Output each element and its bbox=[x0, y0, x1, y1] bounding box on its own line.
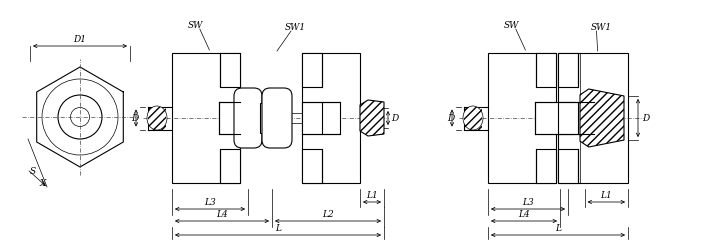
Text: L2: L2 bbox=[322, 210, 334, 219]
Bar bbox=[536, 149, 556, 183]
Text: D: D bbox=[131, 113, 138, 122]
Bar bbox=[302, 102, 340, 134]
Bar bbox=[535, 102, 574, 134]
Text: L4: L4 bbox=[518, 210, 530, 219]
Bar bbox=[302, 53, 322, 87]
Text: L3: L3 bbox=[522, 198, 534, 207]
Bar bbox=[488, 53, 556, 183]
Polygon shape bbox=[580, 89, 624, 147]
FancyBboxPatch shape bbox=[262, 88, 292, 148]
FancyBboxPatch shape bbox=[234, 88, 262, 148]
Bar bbox=[260, 103, 266, 133]
Bar bbox=[302, 149, 322, 183]
Bar bbox=[220, 149, 240, 183]
Text: D: D bbox=[642, 113, 649, 122]
Text: SW: SW bbox=[188, 21, 204, 29]
Bar bbox=[558, 102, 594, 134]
Bar bbox=[464, 107, 482, 130]
Text: L1: L1 bbox=[366, 191, 378, 200]
Text: SW1: SW1 bbox=[284, 23, 305, 32]
Bar bbox=[558, 53, 628, 183]
Bar bbox=[558, 149, 578, 183]
Text: L: L bbox=[275, 224, 281, 233]
Text: SW: SW bbox=[504, 21, 520, 29]
Ellipse shape bbox=[147, 106, 167, 130]
Bar bbox=[536, 53, 556, 87]
Polygon shape bbox=[360, 100, 384, 136]
Text: D: D bbox=[391, 113, 398, 122]
Text: D1: D1 bbox=[73, 35, 87, 44]
Bar bbox=[219, 102, 258, 134]
Text: L: L bbox=[555, 224, 561, 233]
Bar bbox=[302, 53, 360, 183]
Bar bbox=[148, 107, 166, 130]
Text: D: D bbox=[447, 113, 454, 122]
Ellipse shape bbox=[463, 106, 483, 130]
Text: SW1: SW1 bbox=[591, 23, 612, 32]
Text: S: S bbox=[30, 168, 36, 176]
Text: X: X bbox=[40, 179, 47, 187]
Text: L3: L3 bbox=[204, 198, 216, 207]
Text: L4: L4 bbox=[216, 210, 228, 219]
Text: L1: L1 bbox=[601, 191, 612, 200]
Bar bbox=[220, 53, 240, 87]
Bar bbox=[172, 53, 240, 183]
Bar bbox=[558, 53, 578, 87]
